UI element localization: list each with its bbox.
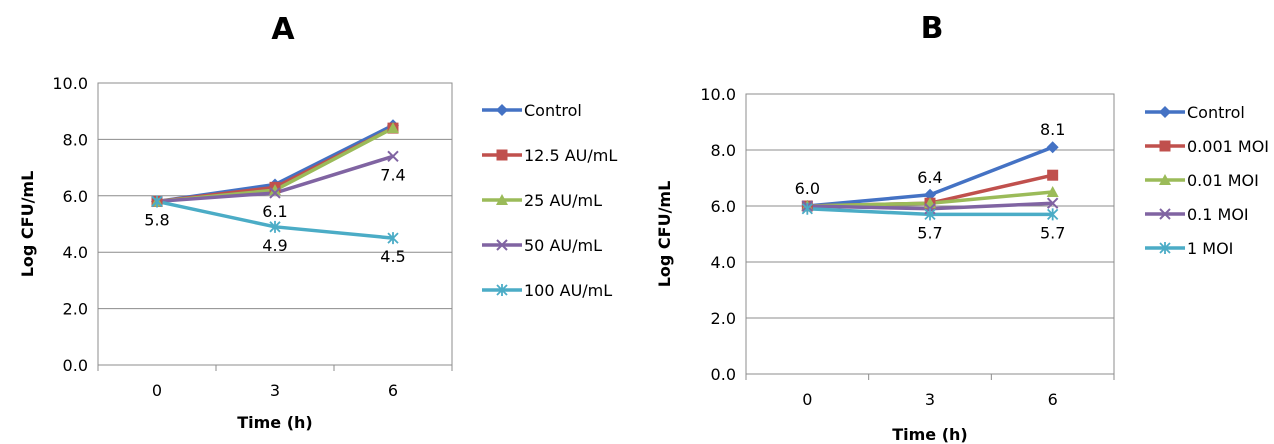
chart-a-svg: A 0.0 2.0 4.0 6.0 8.0 10.0 0 3 6 Time (h) Log CFU/m… [18, 12, 617, 432]
chart-b-series-control-point [1046, 141, 1059, 154]
chart-b-xtick-label: 6 [1048, 390, 1058, 409]
chart-a-data-label: 5.8 [144, 210, 169, 229]
chart-a-title: A [271, 12, 295, 47]
chart-b-legend-marker [1159, 174, 1171, 185]
chart-b-ylabel: Log CFU/mL [655, 181, 674, 288]
chart-b-series-0-1-moi-point [1046, 197, 1059, 209]
chart-a-legend-marker [496, 239, 508, 251]
chart-a-series-50-au-ml-point [269, 187, 281, 199]
chart-b-ytick-label: 10.0 [700, 85, 736, 104]
chart-b-data-label: 8.1 [1040, 120, 1065, 139]
chart-a-series-25-au-ml-point [387, 122, 399, 134]
chart-b-series-0-01-moi-point [1046, 186, 1059, 197]
chart-b-series-1-moi-point [1047, 208, 1059, 221]
chart-a-legend-marker [496, 104, 508, 116]
chart-a-xlabel: Time (h) [237, 413, 313, 432]
chart-a-series-50-au-ml-point [387, 150, 399, 163]
chart-a-xtick-label: 3 [270, 381, 280, 400]
chart-a-data-label: 7.4 [380, 165, 405, 184]
chart-a-ytick-label: 2.0 [63, 300, 88, 319]
chart-b-legend-item-control: Control [1187, 103, 1245, 122]
chart-b-xtick-label: 3 [925, 390, 935, 409]
chart-a-xtick-label: 6 [388, 381, 398, 400]
chart-b-series-1-moi-point [924, 208, 936, 221]
chart-a-ytick-label: 0.0 [63, 356, 88, 375]
chart-b-data-label: 6.0 [795, 179, 820, 198]
chart-b-legend-item-1-moi: 1 MOI [1187, 239, 1233, 258]
chart-b-plot-area [745, 93, 1115, 375]
chart-a-series-100-au-ml-point [269, 220, 281, 233]
chart-b-xtick-label: 0 [802, 390, 812, 409]
chart-b-legend-marker [1159, 106, 1171, 118]
chart-a-legend-item-control: Control [524, 101, 582, 120]
chart-b-legend-item-0-001-moi: 0.001 MOI [1187, 137, 1269, 156]
chart-a-legend-marker [496, 284, 508, 296]
chart-a-legend-item-50-au-ml: 50 AU/mL [524, 236, 602, 255]
chart-a-ytick-label: 8.0 [63, 130, 88, 149]
chart-b-legend-marker [1159, 140, 1171, 152]
chart-a-data-label: 4.9 [262, 236, 287, 255]
chart-b-series-1-moi-point [801, 202, 813, 215]
chart-a-series-100-au-ml-point [387, 232, 399, 245]
chart-b-ytick-label: 8.0 [711, 141, 736, 160]
chart-a-data-label: 4.5 [380, 247, 405, 266]
chart-a-xtick-label: 0 [152, 381, 162, 400]
chart-b-svg: B 0.0 2.0 4.0 6.0 8.0 10.0 0 3 6 Time (h) Log CFU/m… [655, 11, 1269, 444]
chart-b-ytick-label: 6.0 [711, 197, 736, 216]
chart-a-ylabel: Log CFU/mL [18, 171, 37, 278]
chart-b-legend-item-0-01-moi: 0.01 MOI [1187, 171, 1259, 190]
chart-b-legend-item-0-1-moi: 0.1 MOI [1187, 205, 1249, 224]
chart-a-series-100-au-ml-point [151, 195, 163, 208]
chart-b-data-label: 6.4 [917, 168, 942, 187]
chart-a-ytick-label: 10.0 [52, 74, 88, 93]
chart-b-data-label: 5.7 [1040, 223, 1065, 242]
chart-a-plot-area [97, 82, 453, 366]
chart-a-ytick-label: 4.0 [63, 243, 88, 262]
chart-b-xlabel: Time (h) [892, 425, 968, 444]
chart-b-ytick-label: 4.0 [711, 253, 736, 272]
chart-b-ytick-label: 0.0 [711, 365, 736, 384]
chart-a-legend-item-25-au-ml: 25 AU/mL [524, 191, 602, 210]
chart-a-ytick-label: 6.0 [63, 187, 88, 206]
chart-b-legend-marker [1159, 242, 1171, 254]
chart-panel-a: A 0.0 2.0 4.0 6.0 8.0 10.0 0 3 6 Time (h) Log CFU/m… [18, 12, 617, 432]
chart-b-ytick-label: 2.0 [711, 309, 736, 328]
chart-a-data-label: 6.1 [262, 202, 287, 221]
chart-a-legend-marker [496, 149, 508, 161]
chart-a-series-25-au-ml-point [269, 184, 281, 196]
chart-b-legend-marker [1159, 208, 1171, 220]
chart-a-legend-item-12-5-au-ml: 12.5 AU/mL [524, 146, 617, 165]
chart-b-title: B [921, 11, 944, 46]
chart-panel-b: B 0.0 2.0 4.0 6.0 8.0 10.0 0 3 6 Time (h) Log CFU/m… [640, 0, 1274, 444]
chart-b-data-label: 5.7 [917, 223, 942, 242]
chart-a-legend-marker [496, 194, 508, 205]
chart-b-series-0-001-moi-point [1047, 169, 1059, 181]
chart-a-legend-item-100-au-ml: 100 AU/mL [524, 281, 612, 300]
